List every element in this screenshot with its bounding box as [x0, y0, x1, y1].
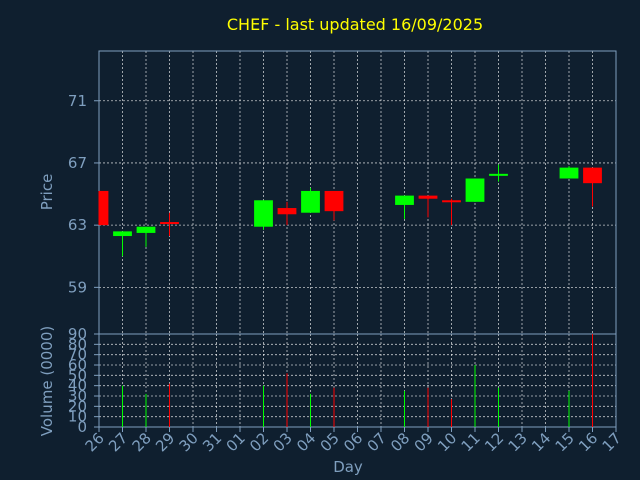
volume-y-tick-label: 40 [68, 377, 87, 395]
x-tick-label: 10 [434, 429, 460, 455]
candles [98, 164, 602, 257]
volume-grid [99, 334, 616, 427]
x-tick-label: 27 [105, 429, 131, 455]
price-y-tick-label: 59 [68, 278, 87, 296]
candle-09 [418, 195, 438, 218]
candle-27 [113, 231, 132, 257]
x-tick-label: 17 [599, 429, 625, 455]
candle-body [395, 195, 414, 205]
volume-y-tick-label: 30 [68, 387, 87, 405]
candle-15 [559, 166, 579, 179]
x-tick-label: 15 [552, 429, 578, 455]
x-tick-label: 31 [199, 429, 225, 455]
candle-12 [489, 164, 508, 182]
x-tick-label: 01 [223, 429, 249, 455]
x-tick-label: 04 [293, 429, 319, 455]
candle-08 [395, 195, 414, 219]
price-y-tick-label: 71 [68, 92, 87, 110]
volume-y-tick-label: 70 [68, 346, 87, 364]
chart-title: CHEF - last updated 16/09/2025 [227, 15, 483, 34]
x-tick-label: 16 [575, 429, 601, 455]
candle-body [489, 173, 508, 176]
price-y-tick-label: 63 [68, 216, 87, 234]
candle-body [583, 167, 602, 184]
candle-05 [324, 190, 344, 221]
volume-axis-label: Volume (0000) [38, 326, 56, 436]
x-tick-label: 29 [152, 429, 178, 455]
volume-y-tick-label: 50 [68, 366, 87, 384]
volume-y-tick-label: 90 [68, 325, 87, 343]
candle-body [136, 226, 156, 233]
candle-04 [301, 187, 320, 213]
x-tick-labels: 2627282930310102030405060708091011121314… [82, 427, 625, 455]
volume-y-tick-label: 0 [77, 418, 87, 436]
candle-16 [583, 167, 602, 207]
price-y-tick-label: 67 [68, 154, 87, 172]
price-axis-label: Price [38, 174, 56, 211]
x-tick-label: 09 [411, 429, 437, 455]
candle-body [99, 190, 109, 226]
volume-y-tick-label: 20 [68, 397, 87, 415]
candle-28 [136, 226, 156, 247]
price-y-tick-labels: 59 63 67 71 [68, 92, 99, 296]
x-tick-label: 28 [129, 429, 155, 455]
x-tick-label: 05 [317, 429, 343, 455]
candle-body [559, 167, 579, 179]
price-grid [99, 51, 616, 334]
candle-body [160, 222, 179, 225]
candle-10 [442, 198, 461, 226]
x-axis-label: Day [333, 458, 363, 476]
x-tick-label: 13 [505, 429, 531, 455]
x-tick-label: 03 [270, 429, 296, 455]
volume-y-tick-label: 10 [68, 408, 87, 426]
x-tick-label: 12 [481, 429, 507, 455]
candle-11 [465, 178, 485, 202]
candle-02 [254, 200, 273, 230]
x-tick-label: 06 [340, 429, 366, 455]
volume-y-tick-label: 60 [68, 356, 87, 374]
x-tick-label: 14 [528, 429, 554, 455]
candle-body [301, 190, 320, 213]
x-tick-label: 02 [246, 429, 272, 455]
candle-03 [277, 201, 297, 226]
candle-body [442, 200, 461, 203]
candle-body [254, 200, 273, 227]
candle-26 [98, 190, 109, 226]
candle-body [324, 190, 344, 212]
x-tick-label: 08 [387, 429, 413, 455]
volume-bars [122, 334, 593, 427]
x-tick-label: 11 [458, 429, 484, 455]
candle-body [465, 178, 485, 202]
candle-body [113, 231, 132, 237]
volume-y-tick-label: 80 [68, 335, 87, 353]
x-tick-label: 30 [176, 429, 202, 455]
x-tick-label: 07 [364, 429, 390, 455]
candle-body [277, 208, 297, 215]
candle-body [418, 195, 438, 199]
candle-29 [160, 212, 179, 237]
